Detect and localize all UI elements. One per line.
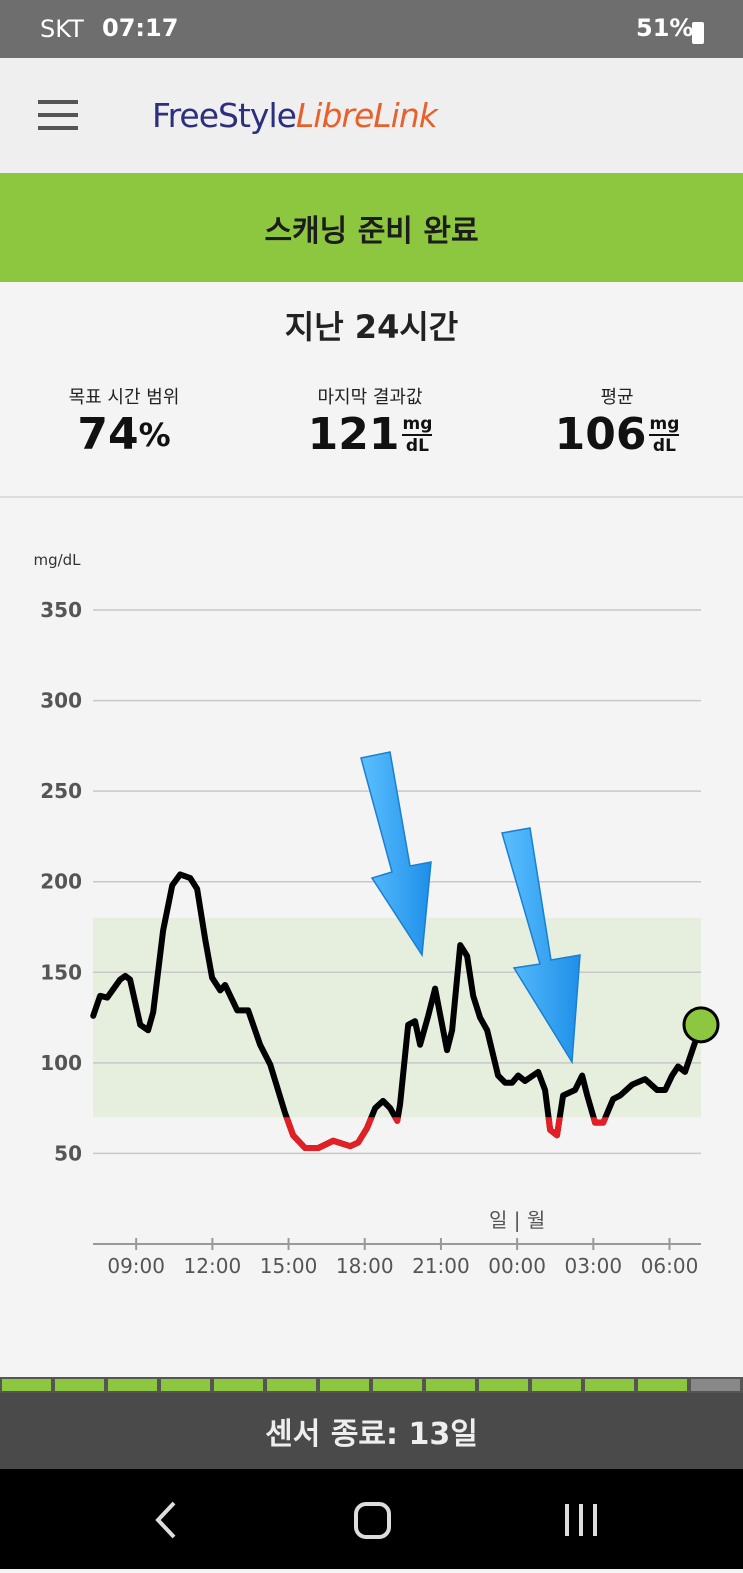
progress-segment	[108, 1379, 157, 1391]
nav-icons	[155, 1501, 597, 1539]
glucose-chart: mg/dL 50 100 150 200 250 300 350 09:00 12:00 15:0…	[33, 551, 720, 1278]
current-reading	[682, 1006, 720, 1044]
y-tick-label: 200	[40, 870, 82, 894]
target-range	[93, 917, 701, 1118]
back-button[interactable]	[155, 1501, 176, 1539]
stat-label: 목표 시간 범위	[68, 387, 180, 408]
stat-unit: mg	[649, 413, 680, 436]
x-tick-label: 12:00	[184, 1254, 242, 1278]
stat: 평균 106 mg dL	[497, 383, 737, 460]
logo-part: LibreLink	[295, 96, 438, 135]
y-tick-label: 300	[40, 689, 82, 713]
progress-segment	[638, 1379, 687, 1391]
y-axis-label: mg/dL	[33, 551, 81, 569]
progress-segment	[532, 1379, 581, 1391]
x-tick-label: 03:00	[564, 1254, 622, 1278]
stat-value: 106	[554, 409, 647, 460]
day-label: 일 | 월	[489, 1208, 545, 1232]
progress-segment	[373, 1379, 422, 1391]
y-tick-label: 150	[40, 960, 82, 984]
home-button[interactable]	[354, 1502, 391, 1539]
y-tick-label: 100	[40, 1051, 82, 1075]
sensor-footer: 센서 종료: 13일	[0, 1393, 743, 1469]
progress-segment	[691, 1379, 740, 1391]
app-header: FreeStyleLibreLink	[0, 58, 743, 173]
progress-segment	[426, 1379, 475, 1391]
stat-unit: %	[138, 415, 171, 454]
annotation-arrow	[360, 751, 432, 958]
y-tick-label: 350	[40, 598, 82, 622]
x-tick-label: 21:00	[412, 1254, 470, 1278]
y-tick-label: 250	[40, 779, 82, 803]
y-tick-label: 50	[54, 1141, 82, 1165]
recents-button[interactable]	[565, 1504, 597, 1536]
status-bar: SKT 07:17 51%	[0, 0, 743, 58]
stat-label: 평균	[600, 387, 634, 408]
battery-icon	[692, 22, 704, 44]
stat-label: 마지막 결과값	[317, 387, 423, 408]
status-banner: 스캐닝 준비 완료	[0, 173, 743, 282]
stat: 목표 시간 범위 74%	[4, 383, 244, 460]
stat-value: 121	[307, 409, 400, 460]
x-tick-label: 06:00	[641, 1254, 699, 1278]
progress-segment	[479, 1379, 528, 1391]
progress-segment	[55, 1379, 104, 1391]
battery: 51%	[636, 14, 694, 42]
carrier: SKT	[40, 15, 84, 43]
progress-segment	[585, 1379, 634, 1391]
progress-segment	[161, 1379, 210, 1391]
clock: 07:17	[102, 14, 179, 42]
divider	[0, 496, 743, 498]
logo: FreeStyleLibreLink	[152, 96, 438, 135]
progress-segment	[320, 1379, 369, 1391]
sensor-progress	[0, 1377, 743, 1393]
x-tick-label: 00:00	[488, 1254, 546, 1278]
menu-button[interactable]	[38, 100, 78, 130]
glucose-line	[90, 871, 704, 1151]
summary-title: 지난 24시간	[284, 308, 459, 346]
progress-segment	[214, 1379, 263, 1391]
x-tick-label: 09:00	[107, 1254, 165, 1278]
stat-unit: dL	[405, 435, 429, 456]
nav-bar	[0, 1469, 743, 1569]
x-tick-label: 18:00	[336, 1254, 394, 1278]
stat-unit: dL	[652, 435, 676, 456]
progress-segment	[2, 1379, 51, 1391]
x-tick-label: 15:00	[260, 1254, 318, 1278]
annotation-arrow	[501, 827, 581, 1065]
stat-unit: mg	[402, 413, 433, 436]
logo-part: FreeStyle	[152, 96, 297, 135]
stat-value: 74	[77, 409, 139, 460]
progress-segment	[267, 1379, 316, 1391]
stat: 마지막 결과값 121 mg dL	[250, 383, 490, 460]
